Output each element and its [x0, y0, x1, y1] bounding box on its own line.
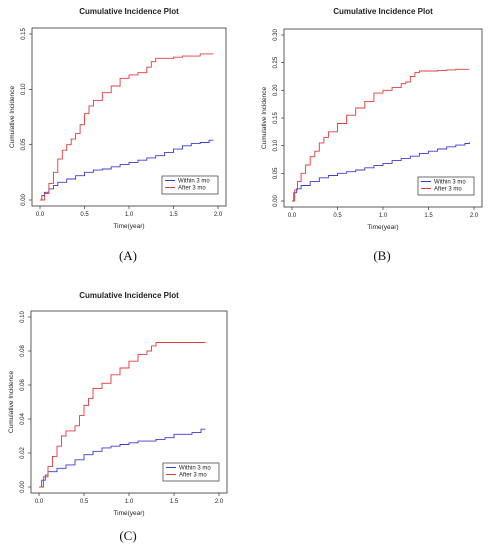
x-tick-label: 2.0 — [214, 212, 223, 218]
x-tick-label: 2.0 — [470, 213, 479, 219]
series-line-within-3-mo — [39, 428, 206, 488]
x-axis-label: Time(year) — [367, 224, 398, 231]
x-tick-label: 0.0 — [35, 499, 44, 505]
chart-panel-a: Cumulative Incidence Plot 0.0 0.5 1.0 1.5 2.0… — [9, 7, 227, 263]
y-tick-label: 0.05 — [21, 138, 27, 150]
y-tick-label: 0.10 — [20, 311, 26, 323]
chart-panel-b: Cumulative Incidence Plot 0.0 0.5 1.0 1.5 2.0… — [261, 7, 483, 263]
y-tick-label: 0.10 — [21, 83, 27, 95]
series-line-after-3-mo — [40, 53, 214, 201]
y-tick-label: 0.00 — [273, 195, 279, 207]
panel-label: (C) — [119, 528, 136, 543]
x-axis-label: Time(year) — [113, 223, 144, 230]
x-tick-label: 1.0 — [125, 212, 134, 218]
series-line-within-3-mo — [292, 142, 470, 202]
y-axis-label: Cumulative Incidence — [8, 371, 15, 434]
legend-label: Within 3 mo — [178, 179, 210, 185]
y-tick-label: 0.30 — [273, 29, 279, 41]
x-tick-label: 1.5 — [169, 212, 178, 218]
y-tick-label: 0.20 — [273, 84, 279, 96]
x-tick-label: 1.5 — [424, 213, 433, 219]
x-tick-label: 0.5 — [80, 499, 89, 505]
y-tick-label: 0.00 — [20, 481, 26, 493]
chart-panel-c: Cumulative Incidence Plot 0.0 0.5 1.0 1.5 2.0… — [8, 291, 228, 543]
x-tick-label: 2.0 — [215, 499, 224, 505]
panel-label: (A) — [119, 248, 137, 263]
y-tick-label: 0.00 — [21, 194, 27, 206]
x-tick-label: 1.5 — [170, 499, 179, 505]
y-tick-label: 0.25 — [273, 56, 279, 68]
legend-label: After 3 mo — [178, 186, 206, 192]
y-tick-label: 0.10 — [273, 139, 279, 151]
series-line-within-3-mo — [40, 139, 214, 201]
x-axis-label: Time(year) — [113, 510, 144, 517]
x-tick-label: 0.0 — [36, 212, 45, 218]
y-tick-label: 0.15 — [21, 28, 27, 40]
chart-title: Cumulative Incidence Plot — [79, 291, 179, 300]
legend-label: Within 3 mo — [179, 466, 211, 472]
legend-box — [417, 176, 475, 196]
legend-box — [161, 175, 219, 195]
y-tick-label: 0.02 — [20, 447, 26, 459]
x-tick-label: 0.5 — [80, 212, 89, 218]
y-axis-label: Cumulative Incidence — [261, 87, 268, 150]
y-tick-label: 0.04 — [20, 413, 26, 425]
x-tick-label: 1.0 — [125, 499, 134, 505]
legend-label: After 3 mo — [434, 187, 462, 193]
y-tick-label: 0.15 — [273, 112, 279, 124]
chart-title: Cumulative Incidence Plot — [79, 7, 179, 16]
y-axis-label: Cumulative Incidence — [9, 86, 16, 149]
legend-label: Within 3 mo — [434, 180, 466, 186]
x-tick-label: 0.0 — [288, 213, 297, 219]
series-line-after-3-mo — [39, 342, 206, 488]
x-tick-label: 1.0 — [379, 213, 388, 219]
panel-label: (B) — [373, 248, 390, 263]
y-tick-label: 0.05 — [273, 167, 279, 179]
x-tick-label: 0.5 — [333, 213, 342, 219]
series-line-after-3-mo — [292, 68, 470, 202]
legend-box — [162, 462, 220, 482]
y-tick-label: 0.08 — [20, 345, 26, 357]
chart-title: Cumulative Incidence Plot — [333, 7, 433, 16]
legend-label: After 3 mo — [179, 473, 207, 479]
y-tick-label: 0.06 — [20, 379, 26, 391]
